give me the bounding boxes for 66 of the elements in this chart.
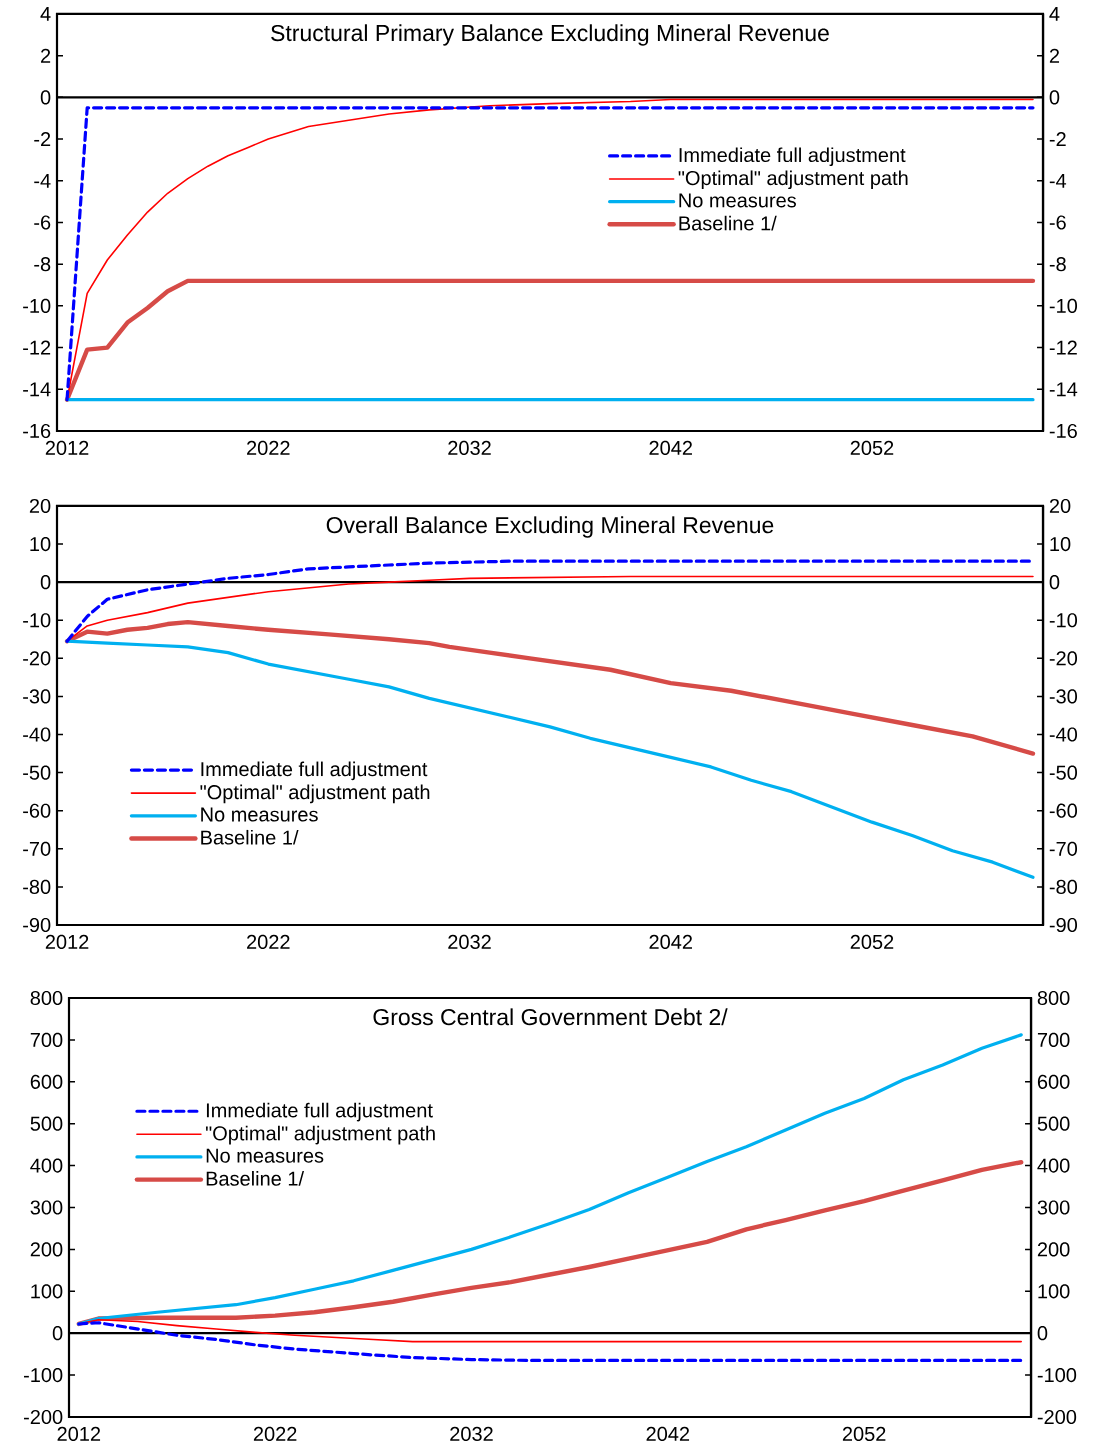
y-tick-label: -4 <box>34 173 51 188</box>
y-tick-label: -10 <box>1049 613 1078 628</box>
x-tick-label: 2042 <box>646 1426 690 1442</box>
chart-title: Gross Central Government Debt 2/ <box>373 1008 728 1026</box>
y-tick-label: -100 <box>24 1368 63 1383</box>
y-tick-label: 800 <box>30 990 63 1006</box>
legend-label: Baseline 1/ <box>201 829 299 845</box>
y-tick-label: -90 <box>1049 917 1078 933</box>
chart-title: Overall Balance Excluding Mineral Revenue <box>326 516 774 538</box>
x-tick-label: 2022 <box>253 1426 297 1442</box>
y-tick-label: -6 <box>34 215 51 230</box>
legend-label: Immediate full adjustment <box>206 1102 433 1122</box>
legend-label: Immediate full adjustment <box>679 147 906 167</box>
y-tick-label: 300 <box>30 1200 63 1215</box>
y-tick-label: -200 <box>24 1409 63 1425</box>
x-tick-label: 2022 <box>247 934 290 950</box>
legend-label: Immediate full adjustment <box>201 761 428 781</box>
legend-label: No measures <box>201 807 318 822</box>
y-tick-label: 200 <box>30 1242 63 1257</box>
legend-label: "Optimal" adjustment path <box>205 1125 435 1145</box>
x-tick-label: 2032 <box>448 934 491 950</box>
x-tick-label: 2012 <box>45 934 89 950</box>
x-tick-label: 2052 <box>850 440 894 456</box>
y-tick-label: -70 <box>1049 841 1078 856</box>
x-tick-label: 2012 <box>57 1426 101 1442</box>
y-tick-label: 100 <box>31 1284 63 1299</box>
x-tick-label: 2032 <box>448 440 491 456</box>
y-tick-label: -20 <box>1049 651 1078 666</box>
y-tick-label: 2 <box>41 48 51 63</box>
x-tick-label: 2042 <box>649 440 692 456</box>
x-tick-label: 2052 <box>850 934 894 950</box>
y-tick-label: -10 <box>23 298 51 313</box>
y-tick-label: -50 <box>1049 765 1078 780</box>
legend-label: No measures <box>679 193 796 208</box>
y-tick-label: -2 <box>34 132 51 147</box>
x-tick-label: 2022 <box>247 440 290 456</box>
y-tick-label: 700 <box>30 1032 63 1047</box>
y-tick-label: -80 <box>1049 879 1078 894</box>
y-tick-label: 0 <box>1049 575 1060 590</box>
legend-label: No measures <box>206 1148 324 1163</box>
y2-tick-label: 0 <box>1037 1326 1048 1341</box>
y-tick-label: -8 <box>34 257 51 272</box>
y-tick-label: -30 <box>1049 689 1078 704</box>
y-tick-label: 500 <box>30 1116 63 1131</box>
y-tick-label: -60 <box>1049 803 1078 818</box>
y-tick-label: -14 <box>23 382 51 397</box>
legend-label: Baseline 1/ <box>206 1171 305 1186</box>
legend-label: "Optimal" adjustment path <box>678 170 908 190</box>
y-tick-label: 10 <box>1050 536 1071 552</box>
x-tick-label: 2032 <box>450 1426 493 1442</box>
x-tick-label: 2012 <box>45 440 89 456</box>
y-tick-label: 4 <box>40 7 51 21</box>
x-tick-label: 2042 <box>649 934 692 950</box>
chart-title: Structural Primary Balance Excluding Mineral Revenue <box>271 24 829 46</box>
y-tick-label: 0 <box>40 90 51 105</box>
y-tick-label: -40 <box>1049 727 1078 742</box>
y-tick-label: -12 <box>23 340 51 355</box>
legend-label: "Optimal" adjustment path <box>200 784 430 804</box>
x-tick-label: 2052 <box>842 1426 886 1442</box>
y-tick-label: 400 <box>30 1158 63 1173</box>
legend-label: Baseline 1/ <box>679 215 777 231</box>
y-tick-label: 20 <box>1049 498 1071 514</box>
y-tick-label: 0 <box>52 1326 63 1341</box>
line-series <box>64 278 1036 402</box>
y-tick-label: 600 <box>30 1074 63 1089</box>
y-tick-label: -16 <box>23 423 51 439</box>
